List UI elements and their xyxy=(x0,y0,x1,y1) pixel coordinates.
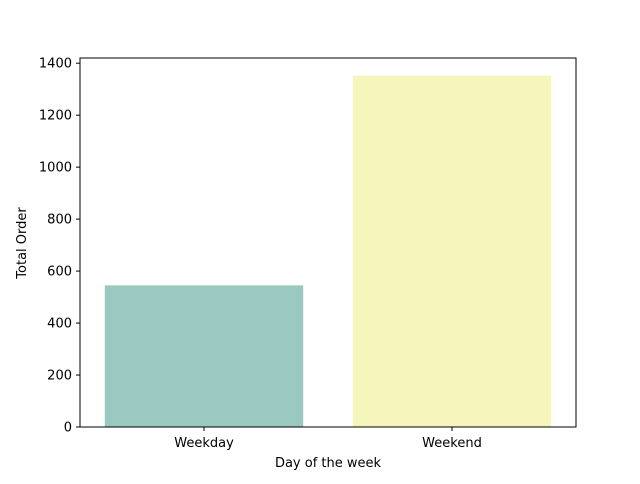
x-tick-label: Weekday xyxy=(174,436,234,451)
y-tick-label: 0 xyxy=(64,421,72,436)
plot-frame xyxy=(79,57,577,428)
bar-weekend xyxy=(352,75,552,428)
y-tick-label: 1000 xyxy=(39,161,72,176)
y-axis: 0 200 400 600 800 1000 1200 1400 xyxy=(39,57,80,436)
y-tick-label: 200 xyxy=(47,369,72,384)
y-axis-label: Total Order xyxy=(15,207,30,280)
y-tick-label: 600 xyxy=(47,265,72,280)
x-axis-label: Day of the week xyxy=(275,456,382,471)
x-tick-label: Weekend xyxy=(422,436,482,451)
y-tick-label: 800 xyxy=(47,213,72,228)
y-tick-label: 400 xyxy=(47,317,72,332)
bar-weekday xyxy=(104,285,304,427)
x-axis: Weekday Weekend xyxy=(174,427,482,451)
bars-group xyxy=(104,75,552,428)
y-tick-label: 1400 xyxy=(39,57,72,72)
y-tick-label: 1200 xyxy=(39,109,72,124)
